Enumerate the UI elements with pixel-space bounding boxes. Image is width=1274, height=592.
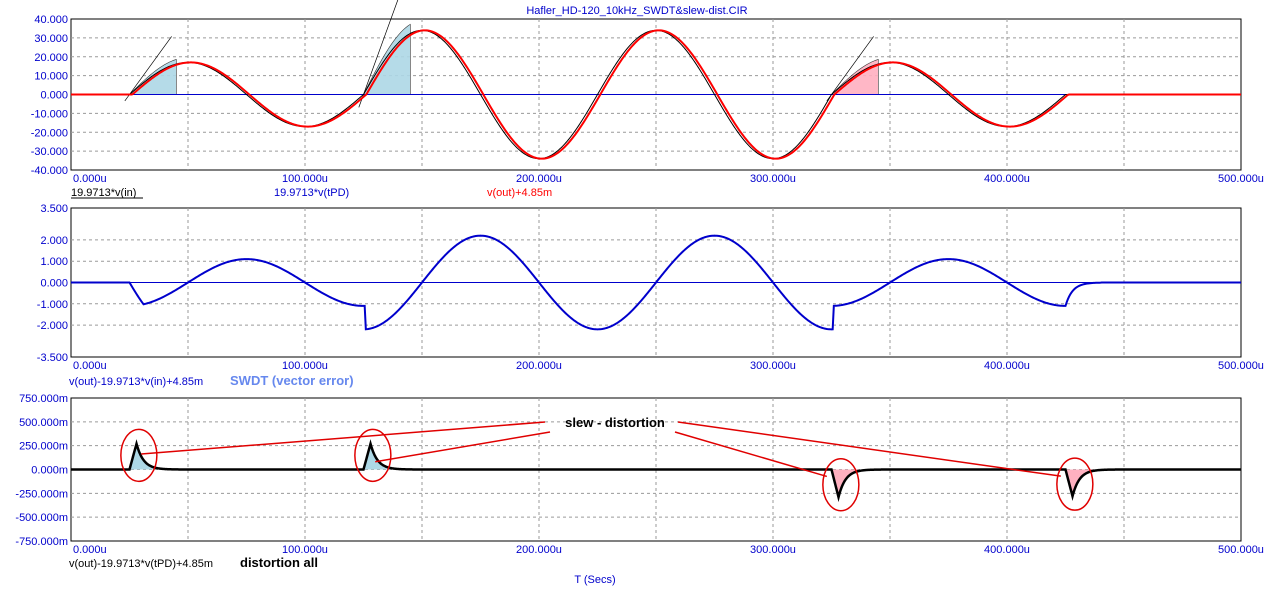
spike-circle-2 xyxy=(354,428,392,483)
window-title: Hafler_HD-120_10kHz_SWDT&slew-dist.CIR xyxy=(526,5,747,17)
top-panel-y-tick: 40.000 xyxy=(34,14,68,26)
top-panel-y-tick: 0.000 xyxy=(40,90,68,102)
bottom-panel-x-tick: 100.000u xyxy=(282,544,328,556)
top-panel-x-tick: 200.000u xyxy=(516,173,562,185)
middle-panel-frame: 3.500 2.000 1.000 0.000 -1.000 -2.000 -3.500 0.… xyxy=(37,203,1264,372)
top-panel-x-tick: 500.000u xyxy=(1218,173,1264,185)
middle-panel-y-tick: -1.000 xyxy=(37,299,68,311)
middle-panel-x-tick: 100.000u xyxy=(282,360,328,372)
spike-circle-1 xyxy=(120,428,158,483)
top-panel-x-tick: 400.000u xyxy=(984,173,1030,185)
bottom-panel-x-tick: 200.000u xyxy=(516,544,562,556)
middle-panel-x-tick: 0.000u xyxy=(73,360,107,372)
legend-distortion-expr: v(out)-19.9713*v(tPD)+4.85m xyxy=(69,558,213,570)
middle-panel-x-tick: 300.000u xyxy=(750,360,796,372)
bottom-panel-y-tick: -250.000m xyxy=(15,488,68,500)
middle-panel-y-tick: 3.500 xyxy=(40,203,68,215)
bottom-panel-x-tick: 500.000u xyxy=(1218,544,1264,556)
bottom-panel-y-tick: -750.000m xyxy=(15,536,68,548)
spike-circle-3 xyxy=(822,457,860,512)
bottom-panel-x-tick: 400.000u xyxy=(984,544,1030,556)
middle-panel-y-tick: 2.000 xyxy=(40,235,68,247)
bottom-panel-y-tick: -500.000m xyxy=(15,512,68,524)
top-panel-y-tick: 10.000 xyxy=(34,71,68,83)
tangent-line-1 xyxy=(124,36,172,102)
legend-swdt-label: SWDT (vector error) xyxy=(230,373,354,388)
middle-panel-x-tick: 400.000u xyxy=(984,360,1030,372)
x-axis-label: T (Secs) xyxy=(574,574,615,586)
legend-vin: 19.9713*v(in) xyxy=(71,187,136,199)
top-panel-y-tick: -20.000 xyxy=(31,127,68,139)
bottom-panel-x-tick: 0.000u xyxy=(73,544,107,556)
tangent-line-2 xyxy=(358,0,399,108)
bottom-panel-frame: 750.000m 500.000m 250.000m 0.000m -250.000m -… xyxy=(15,393,1264,556)
annotation-leader-3 xyxy=(674,431,828,478)
top-panel-x-tick: 300.000u xyxy=(750,173,796,185)
slew-annotation: slew - distortion xyxy=(565,415,665,430)
middle-panel-y-tick: -2.000 xyxy=(37,320,68,332)
top-panel-y-tick: -40.000 xyxy=(31,165,68,177)
top-panel-x-tick: 100.000u xyxy=(282,173,328,185)
bottom-panel-y-tick: 500.000m xyxy=(19,417,68,429)
top-panel-x-tick: 0.000u xyxy=(73,173,107,185)
annotation-leader-1 xyxy=(141,421,546,455)
top-panel-y-tick: -30.000 xyxy=(31,146,68,158)
middle-panel-y-tick: -3.500 xyxy=(37,352,68,364)
middle-panel-x-tick: 500.000u xyxy=(1218,360,1264,372)
annotation-leader-2 xyxy=(375,431,551,463)
middle-panel-x-tick: 200.000u xyxy=(516,360,562,372)
top-panel-y-tick: -10.000 xyxy=(31,108,68,120)
bottom-panel-y-tick: 250.000m xyxy=(19,441,68,453)
top-panel-frame: 40.000 30.000 20.000 10.000 0.000 -10.000 -20.… xyxy=(31,0,1264,185)
top-panel-y-tick: 30.000 xyxy=(34,33,68,45)
tangent-line-3 xyxy=(826,36,874,102)
series-swdt-line xyxy=(71,234,1241,331)
legend-swdt-expr: v(out)-19.9713*v(in)+4.85m xyxy=(69,376,203,388)
series-distortion-line xyxy=(71,439,1241,503)
legend-vtpd: 19.9713*v(tPD) xyxy=(274,187,349,199)
bottom-panel-y-tick: 0.000m xyxy=(31,465,68,477)
middle-panel-y-tick: 1.000 xyxy=(40,256,68,268)
legend-vout: v(out)+4.85m xyxy=(487,187,552,199)
middle-panel-y-tick: 0.000 xyxy=(40,278,68,290)
spike-circle-4 xyxy=(1056,457,1094,511)
bottom-panel-x-tick: 300.000u xyxy=(750,544,796,556)
legend-distortion-label: distortion all xyxy=(240,555,318,570)
bottom-panel-y-tick: 750.000m xyxy=(19,393,68,405)
annotation-leader-4 xyxy=(677,421,1061,477)
series-vout-line xyxy=(71,29,1241,160)
top-panel-y-tick: 20.000 xyxy=(34,52,68,64)
